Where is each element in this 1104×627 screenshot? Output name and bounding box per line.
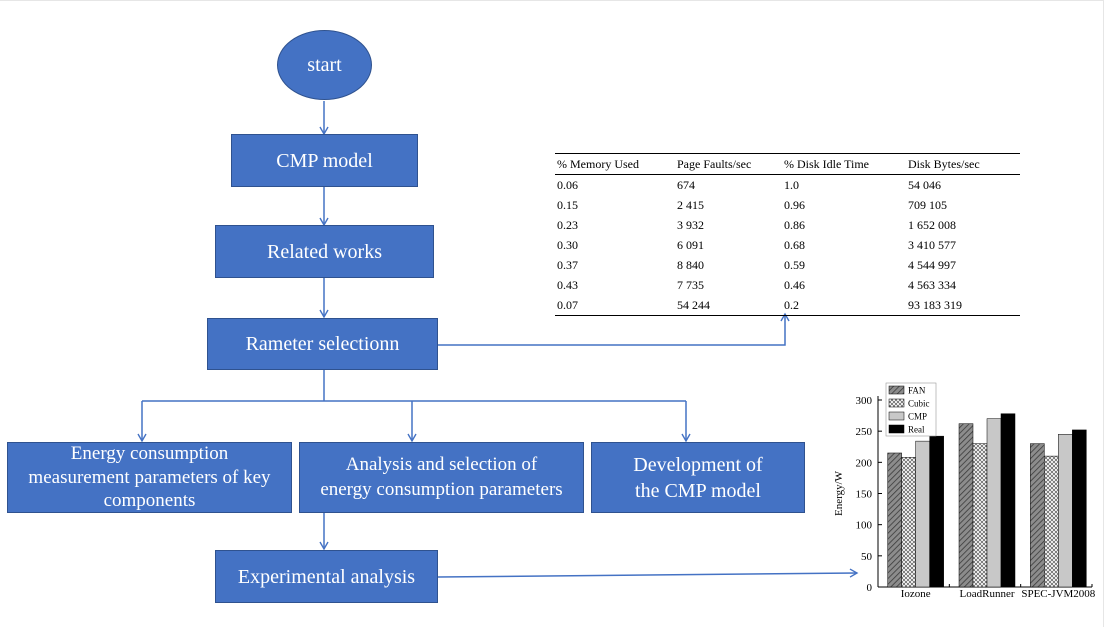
bar-cubic-iozone [901, 457, 916, 588]
table-cell: 0.06 [557, 178, 578, 192]
legend-label-fan: FAN [908, 386, 926, 396]
table-row: 0.23 3 932 0.86 1 652 008 [555, 215, 1020, 235]
table-cell: 0.59 [784, 258, 805, 272]
table-cell: 0.37 [557, 258, 578, 272]
y-tick-label: 100 [856, 520, 873, 532]
header-disk-bytes: Disk Bytes/sec [906, 153, 1020, 175]
bar-fan-loadrunner [958, 423, 974, 588]
experimental-analysis-label: Experimental analysis [237, 565, 416, 588]
bar-fan-spec-jvm2008 [1030, 443, 1045, 588]
y-tick-label: 250 [856, 426, 873, 438]
table-cell: 0.23 [557, 218, 578, 232]
legend-label-real: Real [908, 425, 925, 435]
table-cell: 8 840 [677, 258, 704, 272]
table-row: 0.06 674 1.0 54 046 [555, 175, 1020, 196]
energy-measurement-line-1: Energy consumption [70, 442, 229, 464]
table-cell: 0.46 [784, 278, 805, 292]
bar-real-loadrunner [1000, 413, 1016, 588]
table-row: 0.15 2 415 0.96 709 105 [555, 195, 1020, 215]
y-tick-label: 150 [856, 489, 873, 501]
development-line-1: Development of [633, 453, 763, 476]
table-cell: 54 046 [908, 178, 941, 192]
table-cell: 0.96 [784, 198, 805, 212]
parameter-selection-label: Rameter selectionn [245, 333, 400, 355]
start-node: start [277, 30, 372, 100]
table-cell: 709 105 [908, 198, 947, 212]
table-header-row: % Memory Used Page Faults/sec % Disk Idl… [555, 153, 1020, 175]
analysis-selection-line-2: energy consumption parameters [320, 478, 563, 500]
table-cell: 3 410 577 [908, 238, 956, 252]
arrow-experimental-to-chart [437, 568, 859, 578]
table-cell: 0.07 [555, 295, 675, 316]
table-cell: 1.0 [784, 178, 799, 192]
table-row: 0.07 54 244 0.2 93 183 319 [555, 295, 1020, 316]
y-tick-label: 300 [856, 395, 873, 407]
x-tick-label: SPEC-JVM2008 [1021, 588, 1095, 600]
energy-measurement-line-2: measurement parameters of key [28, 466, 271, 488]
table-cell: 0.43 [557, 278, 578, 292]
table-cell: 7 735 [677, 278, 704, 292]
related-works-label: Related works [267, 240, 382, 263]
bar-cubic-loadrunner [972, 443, 988, 588]
related-works-node: Related works [215, 225, 434, 278]
bar-real-spec-jvm2008 [1072, 429, 1087, 588]
legend-swatch-cmp [888, 411, 905, 421]
table-cell: 0.86 [784, 218, 805, 232]
x-tick-label: LoadRunner [960, 588, 1015, 600]
bar-cmp-iozone [915, 440, 930, 588]
experimental-analysis-node: Experimental analysis [215, 550, 438, 603]
bar-cmp-spec-jvm2008 [1058, 434, 1073, 588]
y-tick-label: 50 [861, 551, 873, 563]
analysis-selection-node: Analysis and selection of energy consump… [299, 442, 584, 513]
y-axis-label: Energy/W [833, 470, 845, 516]
table-cell: 0.15 [557, 198, 578, 212]
table-cell: 0.2 [782, 295, 906, 316]
y-tick-label: 200 [856, 457, 873, 469]
table-row: 0.43 7 735 0.46 4 563 334 [555, 275, 1020, 295]
cmp-model-node: CMP model [231, 134, 418, 187]
analysis-selection-line-1: Analysis and selection of [345, 453, 538, 475]
table-cell: 6 091 [677, 238, 704, 252]
legend-swatch-real [888, 424, 905, 434]
energy-measurement-node: Energy consumption measurement parameter… [7, 442, 292, 513]
legend-label-cubic: Cubic [908, 399, 930, 409]
table-cell: 674 [677, 178, 695, 192]
header-page-faults: Page Faults/sec [675, 153, 782, 175]
table-cell: 93 183 319 [906, 295, 1020, 316]
start-label: start [307, 54, 342, 76]
table-row: 0.30 6 091 0.68 3 410 577 [555, 235, 1020, 255]
table-cell: 0.68 [784, 238, 805, 252]
legend-swatch-fan [888, 385, 905, 395]
bar-cubic-spec-jvm2008 [1044, 455, 1059, 588]
bar-cmp-loadrunner [986, 418, 1002, 588]
header-disk-idle: % Disk Idle Time [782, 153, 906, 175]
top-border [0, 0, 1104, 1]
header-memory-used: % Memory Used [555, 153, 675, 175]
legend-swatch-cubic [888, 398, 905, 408]
parameter-selection-node: Rameter selectionn [207, 318, 438, 370]
legend-label-cmp: CMP [908, 412, 927, 422]
table-cell: 4 544 997 [908, 258, 956, 272]
table-cell: 4 563 334 [908, 278, 956, 292]
y-tick-label: 0 [867, 582, 873, 594]
bar-real-iozone [929, 435, 944, 588]
energy-measurement-line-3: components [103, 490, 196, 512]
table-cell: 3 932 [677, 218, 704, 232]
parameters-table: % Memory Used Page Faults/sec % Disk Idl… [555, 153, 1020, 316]
table-cell: 54 244 [675, 295, 782, 316]
cmp-model-label: CMP model [276, 149, 373, 172]
development-node: Development of the CMP model [591, 442, 805, 513]
energy-bar-chart: 0 50 100 150 200 250 300 Energy/W Iozone LoadRun… [833, 382, 1096, 600]
development-line-2: the CMP model [635, 479, 761, 502]
table-cell: 2 415 [677, 198, 704, 212]
table-cell: 0.30 [557, 238, 578, 252]
bar-fan-iozone [887, 452, 902, 588]
table-row: 0.37 8 840 0.59 4 544 997 [555, 255, 1020, 275]
x-tick-label: Iozone [901, 588, 931, 600]
arrow-parameter-to-table [438, 312, 790, 346]
table-cell: 1 652 008 [908, 218, 956, 232]
